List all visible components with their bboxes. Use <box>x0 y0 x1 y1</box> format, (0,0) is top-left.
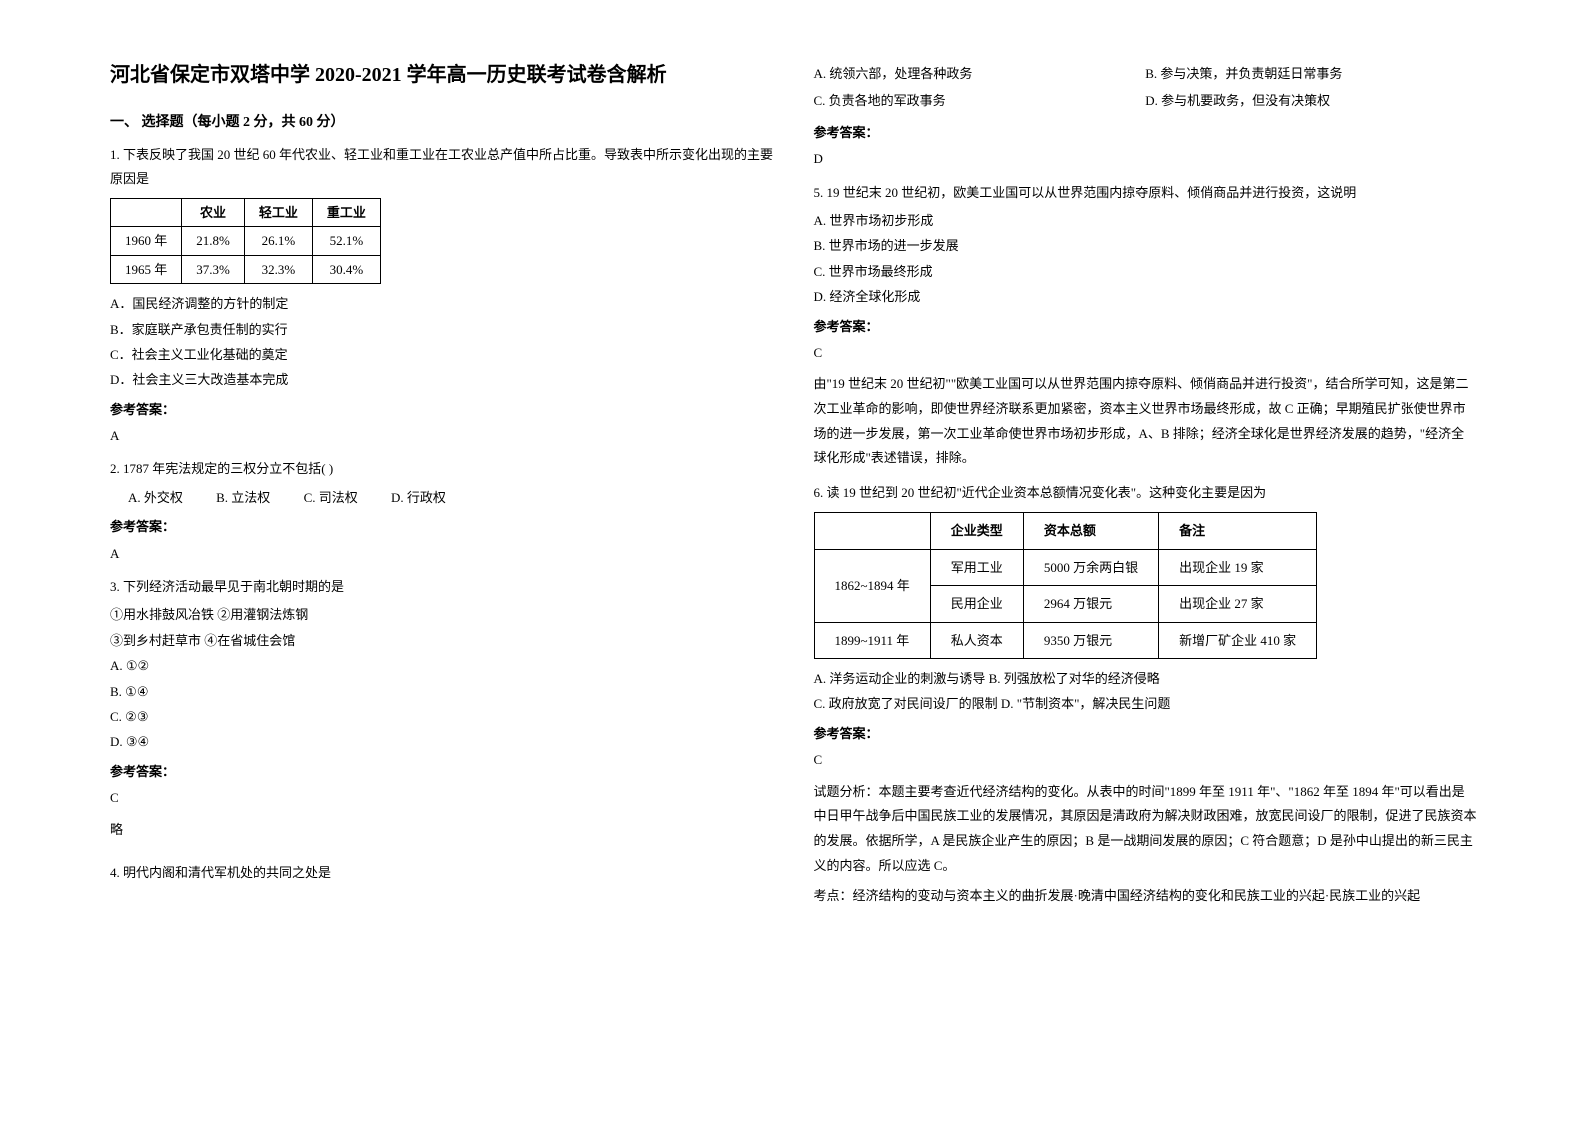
table-row: 1960 年 21.8% 26.1% 52.1% <box>111 227 381 255</box>
q6-table: 企业类型 资本总额 备注 1862~1894 年 军用工业 5000 万余两白银… <box>814 512 1318 659</box>
q6-kaodian: 考点：经济结构的变动与资本主义的曲折发展·晚清中国经济结构的变化和民族工业的兴起… <box>814 884 1478 909</box>
q5-optA: A. 世界市场初步形成 <box>814 209 1478 232</box>
td: 52.1% <box>312 227 380 255</box>
td: 出现企业 19 家 <box>1159 549 1317 585</box>
q1-optA: A．国民经济调整的方针的制定 <box>110 292 774 315</box>
td: 2964 万银元 <box>1023 586 1158 622</box>
table-header-row: 农业 轻工业 重工业 <box>111 198 381 226</box>
q3-answer: C <box>110 786 774 809</box>
td: 9350 万银元 <box>1023 622 1158 658</box>
question-2: 2. 1787 年宪法规定的三权分立不包括( ) A. 外交权 B. 立法权 C… <box>110 457 774 565</box>
q1-optC: C．社会主义工业化基础的奠定 <box>110 343 774 366</box>
q4-stem: 4. 明代内阁和清代军机处的共同之处是 <box>110 861 774 884</box>
td: 30.4% <box>312 255 380 283</box>
table-row: 1965 年 37.3% 32.3% 30.4% <box>111 255 381 283</box>
td: 21.8% <box>182 227 245 255</box>
q4-options: A. 统领六部，处理各种政务 B. 参与决策，并负责朝廷日常事务 C. 负责各地… <box>814 60 1478 115</box>
right-column: A. 统领六部，处理各种政务 B. 参与决策，并负责朝廷日常事务 C. 负责各地… <box>794 60 1498 1062</box>
th: 重工业 <box>312 198 380 226</box>
question-6: 6. 读 19 世纪到 20 世纪初"近代企业资本总额情况变化表"。这种变化主要… <box>814 481 1478 909</box>
answer-label: 参考答案： <box>814 121 1478 144</box>
th: 资本总额 <box>1023 513 1158 549</box>
q4-answer: D <box>814 147 1478 170</box>
th <box>814 513 930 549</box>
q2-answer: A <box>110 542 774 565</box>
answer-label: 参考答案： <box>110 398 774 421</box>
answer-label: 参考答案： <box>110 760 774 783</box>
question-3: 3. 下列经济活动最早见于南北朝时期的是 ①用水排鼓风冶铁 ②用灌钢法炼钢 ③到… <box>110 575 774 841</box>
q2-optC: C. 司法权 <box>304 490 358 505</box>
q2-optD: D. 行政权 <box>391 490 446 505</box>
q6-optAB: A. 洋务运动企业的刺激与诱导 B. 列强放松了对华的经济侵略 <box>814 667 1478 690</box>
q4-optB: B. 参与决策，并负责朝廷日常事务 <box>1145 60 1477 87</box>
q4-optC: C. 负责各地的军政事务 <box>814 87 1146 114</box>
section-heading: 一、 选择题（每小题 2 分，共 60 分） <box>110 110 774 135</box>
td: 民用企业 <box>930 586 1023 622</box>
th: 备注 <box>1159 513 1317 549</box>
q5-answer: C <box>814 341 1478 364</box>
q1-answer: A <box>110 424 774 447</box>
q4-optA: A. 统领六部，处理各种政务 <box>814 60 1146 87</box>
q5-explanation: 由"19 世纪末 20 世纪初""欧美工业国可以从世界范围内掠夺原料、倾俏商品并… <box>814 372 1478 471</box>
exam-title: 河北省保定市双塔中学 2020-2021 学年高一历史联考试卷含解析 <box>110 60 774 90</box>
q5-optC: C. 世界市场最终形成 <box>814 260 1478 283</box>
td: 5000 万余两白银 <box>1023 549 1158 585</box>
left-column: 河北省保定市双塔中学 2020-2021 学年高一历史联考试卷含解析 一、 选择… <box>90 60 794 1062</box>
answer-label: 参考答案： <box>814 722 1478 745</box>
q3-line2: ③到乡村赶草市 ④在省城住会馆 <box>110 629 774 652</box>
q3-extra: 略 <box>110 818 774 841</box>
q1-optB: B．家庭联产承包责任制的实行 <box>110 318 774 341</box>
th: 农业 <box>182 198 245 226</box>
th: 轻工业 <box>244 198 312 226</box>
table-header-row: 企业类型 资本总额 备注 <box>814 513 1317 549</box>
td: 私人资本 <box>930 622 1023 658</box>
td: 出现企业 27 家 <box>1159 586 1317 622</box>
q3-optD: D. ③④ <box>110 730 774 753</box>
q5-optD: D. 经济全球化形成 <box>814 285 1478 308</box>
q6-optCD: C. 政府放宽了对民间设厂的限制 D. "节制资本"，解决民生问题 <box>814 692 1478 715</box>
q5-optB: B. 世界市场的进一步发展 <box>814 234 1478 257</box>
question-1: 1. 下表反映了我国 20 世纪 60 年代农业、轻工业和重工业在工农业总产值中… <box>110 143 774 447</box>
td: 1960 年 <box>111 227 182 255</box>
q3-stem: 3. 下列经济活动最早见于南北朝时期的是 <box>110 575 774 598</box>
answer-label: 参考答案： <box>814 315 1478 338</box>
td: 新增厂矿企业 410 家 <box>1159 622 1317 658</box>
th: 企业类型 <box>930 513 1023 549</box>
q1-stem: 1. 下表反映了我国 20 世纪 60 年代农业、轻工业和重工业在工农业总产值中… <box>110 143 774 190</box>
q6-explanation: 试题分析：本题主要考查近代经济结构的变化。从表中的时间"1899 年至 1911… <box>814 780 1478 879</box>
td: 37.3% <box>182 255 245 283</box>
td: 26.1% <box>244 227 312 255</box>
q5-stem: 5. 19 世纪末 20 世纪初，欧美工业国可以从世界范围内掠夺原料、倾俏商品并… <box>814 181 1478 204</box>
question-4-stem: 4. 明代内阁和清代军机处的共同之处是 <box>110 861 774 884</box>
question-4-options: A. 统领六部，处理各种政务 B. 参与决策，并负责朝廷日常事务 C. 负责各地… <box>814 60 1478 171</box>
th <box>111 198 182 226</box>
q3-line1: ①用水排鼓风冶铁 ②用灌钢法炼钢 <box>110 603 774 626</box>
q3-optC: C. ②③ <box>110 705 774 728</box>
q6-stem: 6. 读 19 世纪到 20 世纪初"近代企业资本总额情况变化表"。这种变化主要… <box>814 481 1478 504</box>
q1-table: 农业 轻工业 重工业 1960 年 21.8% 26.1% 52.1% 1965… <box>110 198 381 284</box>
question-5: 5. 19 世纪末 20 世纪初，欧美工业国可以从世界范围内掠夺原料、倾俏商品并… <box>814 181 1478 471</box>
td: 1899~1911 年 <box>814 622 930 658</box>
q6-answer: C <box>814 748 1478 771</box>
q2-options: A. 外交权 B. 立法权 C. 司法权 D. 行政权 <box>128 486 774 509</box>
q2-optA: A. 外交权 <box>128 490 183 505</box>
td: 32.3% <box>244 255 312 283</box>
q3-optA: A. ①② <box>110 654 774 677</box>
q4-optD: D. 参与机要政务，但没有决策权 <box>1145 87 1477 114</box>
td: 1862~1894 年 <box>814 549 930 622</box>
q3-optB: B. ①④ <box>110 680 774 703</box>
table-row: 1862~1894 年 军用工业 5000 万余两白银 出现企业 19 家 <box>814 549 1317 585</box>
td: 军用工业 <box>930 549 1023 585</box>
q2-optB: B. 立法权 <box>216 490 270 505</box>
answer-label: 参考答案： <box>110 515 774 538</box>
td: 1965 年 <box>111 255 182 283</box>
table-row: 1899~1911 年 私人资本 9350 万银元 新增厂矿企业 410 家 <box>814 622 1317 658</box>
q2-stem: 2. 1787 年宪法规定的三权分立不包括( ) <box>110 457 774 480</box>
q1-optD: D．社会主义三大改造基本完成 <box>110 368 774 391</box>
